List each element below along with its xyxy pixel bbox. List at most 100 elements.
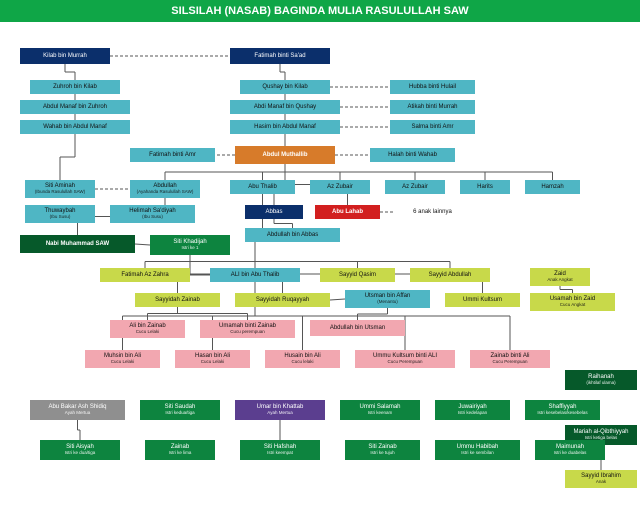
node-sublabel: Cucu Perempuan [387,360,422,365]
node-kilab: Kilab bin Murrah [20,48,110,64]
node-halah: Halah binti Wahab [370,148,455,162]
node-sublabel: (Ayahanda Rasulullah SAW) [137,190,194,195]
node-sublabel: Istri keempat [267,451,293,456]
node-abdabbas: Abdullah bin Abbas [245,228,340,242]
node-hubba: Hubba binti Hulail [390,80,475,94]
node-shaf: ShaffiyyahIstri kesebelas/kesebelas [525,400,600,420]
node-label: Harits [477,184,493,191]
node-khadijah: Siti KhadijahIstri ke 1 [150,235,230,255]
node-abbas: Abbas [245,205,303,219]
node-hamzah: Hamzah [525,180,580,194]
node-label: Abdullah bin Utsman [330,325,385,332]
node-salma: Salma binti Amr [390,120,475,134]
node-label: Abu Thalib [248,184,277,191]
node-label: ALI bin Abu Thalib [231,272,280,279]
node-sublabel: Istri ke tujuh [370,451,394,456]
node-nabi: Nabi Muhammad SAW [20,235,135,253]
node-ummuh: Ummu HabibahIstri ke sembilan [435,440,520,460]
node-hasim: Hasim bin Abdul Manaf [230,120,340,134]
node-sublabel: Istri ke 1 [181,246,198,251]
node-label: Abdullah bin Abbas [267,232,318,239]
node-hasan: Hasan bin AliCucu Lelaki [175,350,250,368]
node-sublabel: Istri ke lima [169,451,192,456]
node-label: Hubba binti Hulail [409,84,456,91]
node-sublabel: Cucu perempuan [230,330,265,335]
node-sublabel: Istri keenam [368,411,393,416]
node-abuthalib: Abu Thalib [230,180,295,194]
node-abulahab: Abu Lahab [315,205,380,219]
node-aminah: Siti Aminah(Ibunda Rasulullah SAW) [25,180,95,198]
node-muhsin: Muhsin bin AliCucu Lelaki [85,350,160,368]
node-label: Abbas [265,209,282,216]
page-title: SILSILAH (NASAB) BAGINDA MULIA RASULULLA… [0,0,640,22]
node-zub2: Az Zubair [385,180,445,194]
node-sruqayyah: Sayyidah Ruqayyah [235,293,330,307]
node-sublabel: (Ibunda Rasulullah SAW) [35,190,85,195]
node-sublabel: (Menantu) [377,300,398,305]
node-muthallib: Abdul Muthallib [235,146,335,164]
node-label: Sayyid Qasim [339,272,376,279]
node-helimah: Helimah Sa'diyah(Ibu Susu) [110,205,195,223]
node-sublabel: (ikhtilaf ulama) [586,381,615,386]
node-husain: Husain bin AliCucu lelaki [265,350,340,368]
node-zub1: Az Zubair [310,180,370,194]
node-alizain: Ali bin ZainabCucu Lelaki [110,320,185,338]
node-sublabel: Istri ke duabelas [554,451,587,456]
node-label: Az Zubair [327,184,353,191]
node-sublabel: Cucu Lelaki [201,360,225,365]
node-sublabel: Ayah Mertua [65,411,90,416]
node-zainabali: Zainab binti AliCucu Perempuan [470,350,550,368]
node-amz: Abdul Manaf bin Zuhroh [20,100,130,114]
node-label: Sayyid Abdullah [429,272,472,279]
node-umamah: Umamah binti ZainabCucu perempuan [200,320,295,338]
node-sublabel: (Ibu Susu) [142,215,163,220]
node-6anak: 6 anak lainnya [395,205,470,219]
node-sublabel: Istri kedua/tiga [165,411,194,416]
node-ibrahim: Sayyid IbrahimAnak [565,470,637,488]
node-label: Fatimah binti Amr [149,152,196,159]
node-sublabel: Cucu Lelaki [111,360,135,365]
node-fatamr: Fatimah binti Amr [130,148,215,162]
node-aisyah: Siti AisyahIstri ke dua/tiga [40,440,120,460]
node-sublabel: Ayah Mertua [267,411,292,416]
node-label: Fatimah binti Sa'ad [254,53,305,60]
node-label: Abdul Manaf bin Zuhroh [43,104,107,111]
node-zaid: ZaidAnak Angkat [530,268,590,286]
node-harits: Harits [460,180,510,194]
node-sublabel: Cucu Angkat [560,303,586,308]
node-sabdullah: Sayyid Abdullah [410,268,490,282]
node-sublabel: Istri kesebelas/kesebelas [537,411,587,416]
node-sublabel: Anak [596,480,606,485]
node-umar: Umar bin KhattabAyah Mertua [235,400,325,420]
node-label: Qushay bin Kilab [262,84,307,91]
node-raihanah: Raihanah(ikhtilaf ulama) [565,370,637,390]
node-thuw: Thuwaybah(Ibu Susu) [25,205,95,223]
node-umukali: Ummu Kultsum binti ALICucu Perempuan [355,350,455,368]
node-label: Sayyidah Ruqayyah [256,297,309,304]
node-label: Wahab bin Abdul Manaf [43,124,107,131]
node-saudah: Siti SaudahIstri kedua/tiga [140,400,220,420]
node-ummik: Ummi Kultsum [445,293,520,307]
node-fatzahra: Fatimah Az Zahra [100,268,190,282]
node-sublabel: Cucu lelaki [291,360,313,365]
node-maimun: MaimunahIstri ke duabelas [535,440,605,460]
node-sublabel: Cucu Lelaki [136,330,160,335]
node-label: 6 anak lainnya [413,209,452,216]
node-label: Halah binti Wahab [388,152,437,159]
node-ali: ALI bin Abu Thalib [210,268,300,282]
node-juwair: JuwairiyahIstri kedelapan [435,400,510,420]
node-qushay: Qushay bin Kilab [240,80,330,94]
node-label: Abdul Muthallib [263,152,308,159]
node-label: Zuhroh bin Kilab [53,84,97,91]
node-label: Abdi Manaf bin Qushay [254,104,316,111]
node-wahab: Wahab bin Abdul Manaf [20,120,130,134]
node-label: Kilab bin Murrah [43,53,87,60]
node-hafshah: Siti HafshahIstri keempat [240,440,320,460]
node-label: Abu Lahab [332,209,363,216]
node-szainab: Sayyidah Zainab [135,293,220,307]
node-zainab2: ZainabIstri ke lima [145,440,215,460]
node-sublabel: Cucu Perempuan [492,360,527,365]
node-label: Sayyidah Zainab [155,297,200,304]
node-fatsaad: Fatimah binti Sa'ad [230,48,330,64]
node-sublabel: Istri ke dua/tiga [65,451,96,456]
